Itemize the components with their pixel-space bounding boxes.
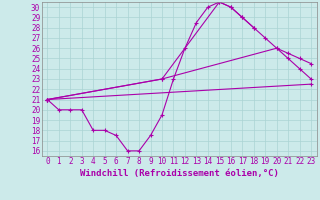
X-axis label: Windchill (Refroidissement éolien,°C): Windchill (Refroidissement éolien,°C)	[80, 169, 279, 178]
